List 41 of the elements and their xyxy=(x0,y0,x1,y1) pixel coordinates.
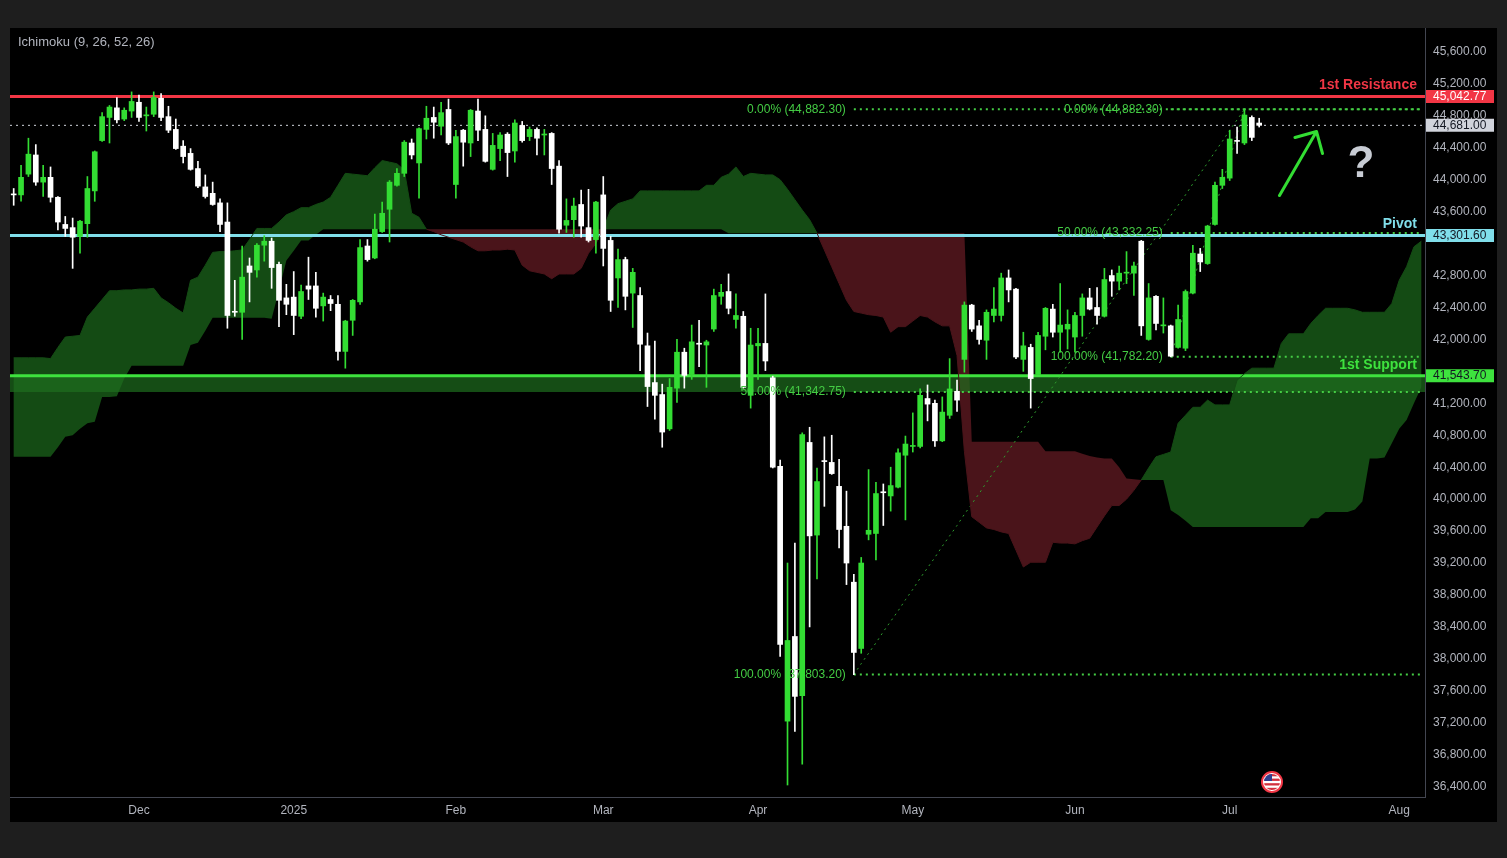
y-tick-label: 40,400.00 xyxy=(1433,459,1487,474)
y-tick-label: 41,200.00 xyxy=(1433,395,1487,410)
ref-line-label: Pivot xyxy=(1382,215,1418,232)
y-tick-label: 38,400.00 xyxy=(1433,619,1487,634)
y-tick-label: 38,000.00 xyxy=(1433,651,1487,666)
y-tick-label: 44,000.00 xyxy=(1433,172,1487,187)
y-tick-label: 42,400.00 xyxy=(1433,299,1487,314)
x-tick-label: Mar xyxy=(592,802,614,817)
series-label: 0.00% (44,882.30) xyxy=(1063,101,1163,116)
x-tick-label: Jul xyxy=(1222,802,1238,817)
ref-line-label: 1st Resistance xyxy=(1318,76,1418,93)
y-tick-label: 40,000.00 xyxy=(1433,491,1487,506)
y-tick-label: 43,301.60 xyxy=(1433,227,1487,242)
x-tick-label: Dec xyxy=(128,802,150,817)
y-tick-label: 38,800.00 xyxy=(1433,587,1487,602)
y-tick-label: 37,600.00 xyxy=(1433,683,1487,698)
annotation: Ichimoku (9, 26, 52, 26) xyxy=(18,33,155,49)
y-tick-label: 43,600.00 xyxy=(1433,203,1487,218)
y-tick-label: 45,042.77 xyxy=(1433,88,1487,103)
y-tick-label: 45,600.00 xyxy=(1433,44,1487,59)
x-tick-label: Jun xyxy=(1065,802,1085,817)
x-tick-label: 2025 xyxy=(280,802,308,817)
y-tick-label: 41,543.70 xyxy=(1433,368,1487,383)
x-tick-label: Apr xyxy=(748,802,768,817)
y-tick-label: 39,200.00 xyxy=(1433,555,1487,570)
y-tick-label: 36,400.00 xyxy=(1433,778,1487,793)
y-tick-label: 36,800.00 xyxy=(1433,746,1487,761)
x-tick-label: Aug xyxy=(1388,802,1410,817)
series-label: 0.00% (44,882.30) xyxy=(747,101,846,116)
ref-line-label: 1st Support xyxy=(1339,355,1418,372)
y-tick-label: 42,000.00 xyxy=(1433,331,1487,346)
x-tick-label: Feb xyxy=(445,802,467,817)
y-tick-label: 45,200.00 xyxy=(1433,76,1487,91)
annotation: ? xyxy=(1347,137,1375,187)
x-tick-label: May xyxy=(901,802,925,817)
y-tick-label: 42,800.00 xyxy=(1433,267,1487,282)
y-tick-label: 44,400.00 xyxy=(1433,140,1487,155)
y-tick-label: 39,600.00 xyxy=(1433,523,1487,538)
series-label: 100.00% (41,782.20) xyxy=(1050,349,1163,364)
y-tick-label: 37,200.00 xyxy=(1433,715,1487,730)
y-tick-label: 40,800.00 xyxy=(1433,427,1487,442)
